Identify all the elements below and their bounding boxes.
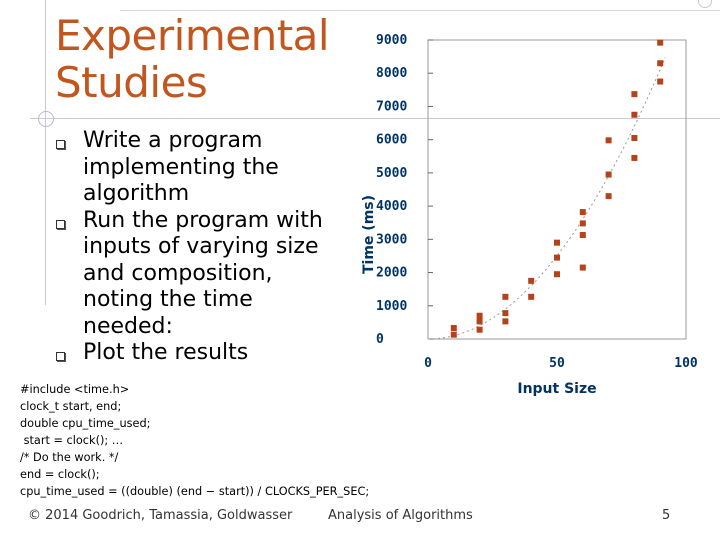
y-tick-label: 2000	[376, 266, 407, 281]
data-point	[657, 60, 664, 67]
y-tick-label: 5000	[376, 166, 407, 181]
data-point	[554, 239, 560, 246]
square-bullet-icon	[56, 219, 65, 229]
bullet-item: Write a program implementing the algorithm	[55, 128, 325, 208]
code-line: /* Do the work. */	[20, 451, 119, 464]
data-point	[605, 171, 612, 178]
footer-copyright: © 2014 Goodrich, Tamassia, Goldwasser	[28, 508, 293, 523]
data-point	[631, 111, 638, 118]
y-tick-label: 9000	[376, 33, 407, 48]
data-point	[554, 271, 560, 278]
data-point	[502, 318, 509, 325]
data-point	[528, 277, 535, 284]
footer-course-title: Analysis of Algorithms	[328, 508, 473, 523]
decorative-corner-circle	[698, 0, 712, 8]
y-tick-label: 4000	[376, 199, 407, 214]
runtime-chart: 0 1000 2000 3000 4000 5000 6000 7000 8000 9000 0 50…	[348, 18, 710, 406]
square-bullet-icon	[56, 352, 65, 361]
x-tick-label: 100	[674, 356, 698, 371]
data-point	[631, 91, 638, 98]
bullet-line: Write a program	[83, 128, 263, 153]
bullet-line: Run the program with	[83, 207, 323, 233]
data-point	[579, 220, 586, 227]
decorative-rule-top	[120, 10, 720, 11]
data-point	[657, 78, 664, 85]
runtime-scatter-plot: 0 1000 2000 3000 4000 5000 6000 7000 8000 9000 0 50…	[361, 33, 698, 397]
data-point	[476, 312, 483, 319]
code-line: start = clock(); …	[20, 434, 124, 447]
data-point	[502, 293, 509, 300]
data-point	[579, 232, 586, 239]
code-line: double cpu_time_used;	[20, 417, 151, 430]
data-point	[476, 326, 483, 333]
y-tick-label: 1000	[376, 299, 407, 314]
bullet-line: algorithm	[83, 181, 190, 206]
data-point	[554, 254, 560, 261]
bullet-line: and composition,	[83, 260, 273, 286]
bullet-line: noting the time	[83, 287, 253, 312]
square-bullet-icon	[56, 140, 65, 149]
decorative-circle	[38, 111, 54, 127]
bullet-item: Plot the results	[55, 340, 325, 367]
slide-title-line-1: Experimental	[55, 11, 330, 60]
y-tick-label: 0	[376, 332, 384, 347]
data-point	[450, 325, 457, 332]
code-line: clock_t start, end;	[20, 400, 122, 413]
y-tick-label: 7000	[376, 99, 407, 114]
x-axis-label: Input Size	[517, 381, 596, 397]
data-point	[605, 137, 612, 144]
bullet-line: Plot the results	[83, 340, 249, 365]
x-tick-label: 50	[549, 356, 565, 371]
data-point	[476, 318, 483, 325]
data-point	[502, 310, 509, 317]
bullet-line: needed:	[83, 313, 173, 339]
data-point	[528, 293, 535, 300]
data-point	[657, 39, 664, 46]
code-snippet: #include <time.h> clock_t start, end; doub…	[20, 381, 500, 500]
data-point	[605, 193, 612, 200]
code-line: #include <time.h>	[20, 383, 130, 396]
decorative-rule-vertical	[45, 0, 46, 305]
plot-frame	[427, 39, 687, 340]
decorative-rule-horizontal	[30, 118, 720, 119]
bullet-line: inputs of varying size	[83, 234, 319, 259]
data-point	[450, 331, 457, 338]
data-point	[631, 135, 638, 142]
footer-page-number: 5	[662, 508, 671, 523]
y-tick-label: 6000	[376, 133, 407, 148]
y-tick-label: 8000	[376, 66, 407, 81]
y-axis-label: Time (ms)	[361, 195, 377, 274]
code-line: cpu_time_used = ((double) (end − start))…	[20, 485, 370, 498]
data-point	[579, 264, 586, 271]
bullet-line: implementing the	[83, 154, 279, 180]
slide-title-line-2: Studies	[55, 58, 208, 107]
slide-title: Experimental Studies	[55, 12, 335, 106]
x-tick-label: 0	[424, 356, 432, 371]
data-point	[579, 209, 586, 216]
bullet-list: Write a program implementing the algorithm…	[55, 128, 325, 367]
bullet-item: Run the program with inputs of varying si…	[55, 208, 325, 341]
quadratic-trend-line	[428, 57, 666, 340]
y-tick-label: 3000	[376, 232, 407, 247]
data-point	[631, 154, 638, 161]
code-line: end = clock();	[20, 468, 100, 481]
